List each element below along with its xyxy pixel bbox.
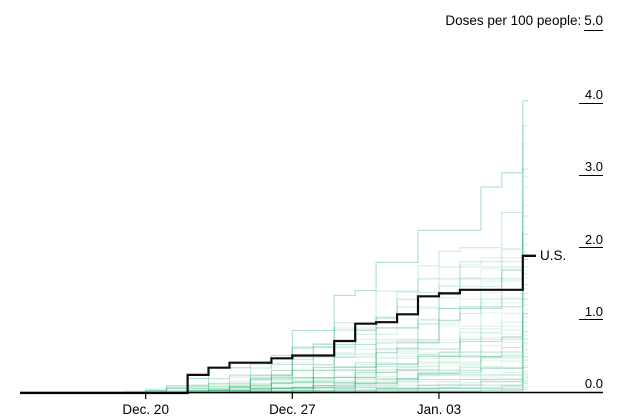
y-axis-max-label: 5.0 — [584, 13, 603, 31]
chart-title-text: Doses per 100 people: — [445, 13, 582, 28]
y-tick-label: 4.0 — [584, 87, 603, 103]
country-series-line — [145, 298, 528, 394]
chart-title: Doses per 100 people: 5.0 — [445, 13, 603, 31]
country-series-line — [250, 334, 528, 394]
y-tick-underline — [579, 319, 603, 321]
country-series-line — [61, 343, 528, 394]
country-series-line — [187, 125, 528, 394]
x-tick-label: Dec. 27 — [269, 402, 316, 417]
x-tick-label: Dec. 20 — [122, 402, 169, 417]
country-series-line — [208, 331, 528, 394]
country-series-line — [229, 273, 528, 394]
country-series-line — [208, 287, 528, 394]
country-series-line — [103, 313, 528, 394]
country-series-line — [208, 175, 528, 394]
country-series-line — [124, 100, 528, 394]
country-series-line — [145, 168, 528, 394]
country-series-line — [229, 204, 528, 394]
country-series-line — [250, 292, 528, 394]
y-tick-label: 2.0 — [584, 231, 603, 247]
y-tick-underline — [579, 102, 603, 104]
y-tick-label: 0.0 — [584, 376, 603, 391]
us-series-label: U.S. — [540, 247, 567, 263]
country-series-line — [187, 341, 528, 394]
x-tick-label: Jan. 03 — [416, 402, 462, 417]
y-tick-label: 3.0 — [584, 159, 603, 175]
country-series-line — [292, 276, 528, 394]
country-series-line — [145, 338, 528, 394]
us-series-line — [20, 254, 528, 395]
country-series-line — [229, 316, 528, 394]
country-series-line — [187, 186, 528, 394]
country-series-line — [187, 304, 528, 394]
country-series-line — [208, 244, 528, 394]
country-series-line — [292, 326, 528, 394]
country-series-line — [271, 251, 528, 394]
country-series-line — [271, 352, 528, 394]
country-series-line — [166, 215, 528, 394]
country-series-line — [187, 266, 528, 394]
y-tick-underline — [579, 247, 603, 249]
country-series-line — [250, 226, 528, 394]
country-series-line — [103, 359, 528, 394]
y-tick-underline — [579, 174, 603, 176]
country-series-line — [166, 284, 528, 394]
country-series-line — [145, 233, 528, 394]
country-series-line — [166, 143, 528, 394]
y-tick-label: 1.0 — [584, 303, 603, 319]
country-series-line — [166, 321, 528, 394]
